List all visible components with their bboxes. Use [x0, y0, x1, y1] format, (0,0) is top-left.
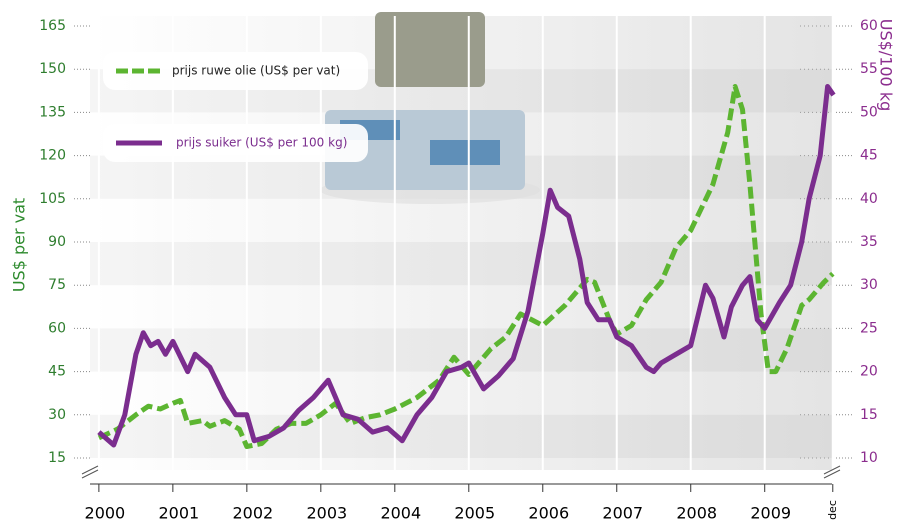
x-tick-label: 2000	[85, 504, 126, 523]
legend-label: prijs ruwe olie (US$ per vat)	[172, 64, 340, 78]
x-tick-label: 2006	[528, 504, 569, 523]
axis-break	[823, 465, 841, 475]
y2-tick-label: 10	[860, 450, 878, 466]
y-tick-label: 150	[39, 61, 66, 77]
x-tick-label: 2001	[159, 504, 200, 523]
y-tick-label: 105	[39, 191, 66, 207]
y-tick-label: 45	[48, 364, 66, 380]
axis-break	[823, 469, 841, 479]
y2-tick-label: 30	[860, 277, 878, 293]
y-tick-label: 75	[48, 277, 66, 293]
x-tick-label: 2009	[750, 504, 791, 523]
legend-label: prijs suiker (US$ per 100 kg)	[176, 136, 347, 150]
y-tick-label: 135	[39, 104, 66, 120]
y-tick-label: 90	[48, 234, 66, 250]
illustration	[320, 12, 540, 204]
x-tick-label: 2005	[454, 504, 495, 523]
y-tick-label: 30	[48, 407, 66, 423]
series-line	[97, 84, 836, 448]
y2-tick-label: 45	[860, 148, 878, 164]
band	[90, 242, 832, 286]
x-tick-label: 2008	[676, 504, 717, 523]
plot-background	[90, 16, 832, 470]
y-tick-label: 15	[48, 450, 66, 466]
axis-break	[81, 465, 99, 475]
legend-box	[103, 124, 368, 162]
y2-tick-label: 20	[860, 364, 878, 380]
y-tick-label: 165	[39, 18, 66, 34]
x-tick-label: 2003	[306, 504, 347, 523]
series-line	[97, 84, 835, 449]
y2-tick-label: 40	[860, 191, 878, 207]
y2-tick-label: 60	[860, 18, 878, 34]
y2-tick-label: 15	[860, 407, 878, 423]
x-tick-label: dec	[826, 500, 839, 520]
y-tick-label: 60	[48, 320, 66, 336]
legend-box	[103, 52, 368, 90]
axis-break	[81, 469, 99, 479]
y2-tick-label: 25	[860, 320, 878, 336]
y2-tick-label: 50	[860, 104, 878, 120]
y-axis-title: US$ per vat	[10, 198, 29, 292]
band	[90, 414, 832, 458]
y2-tick-label: 55	[860, 61, 878, 77]
y2-tick-label: 35	[860, 234, 878, 250]
x-tick-label: 2007	[602, 504, 643, 523]
y-tick-label: 120	[39, 148, 66, 164]
x-tick-label: 2004	[380, 504, 421, 523]
x-tick-label: 2002	[232, 504, 273, 523]
band	[90, 328, 832, 372]
y2-axis-title: US$/100 kg	[877, 19, 896, 111]
